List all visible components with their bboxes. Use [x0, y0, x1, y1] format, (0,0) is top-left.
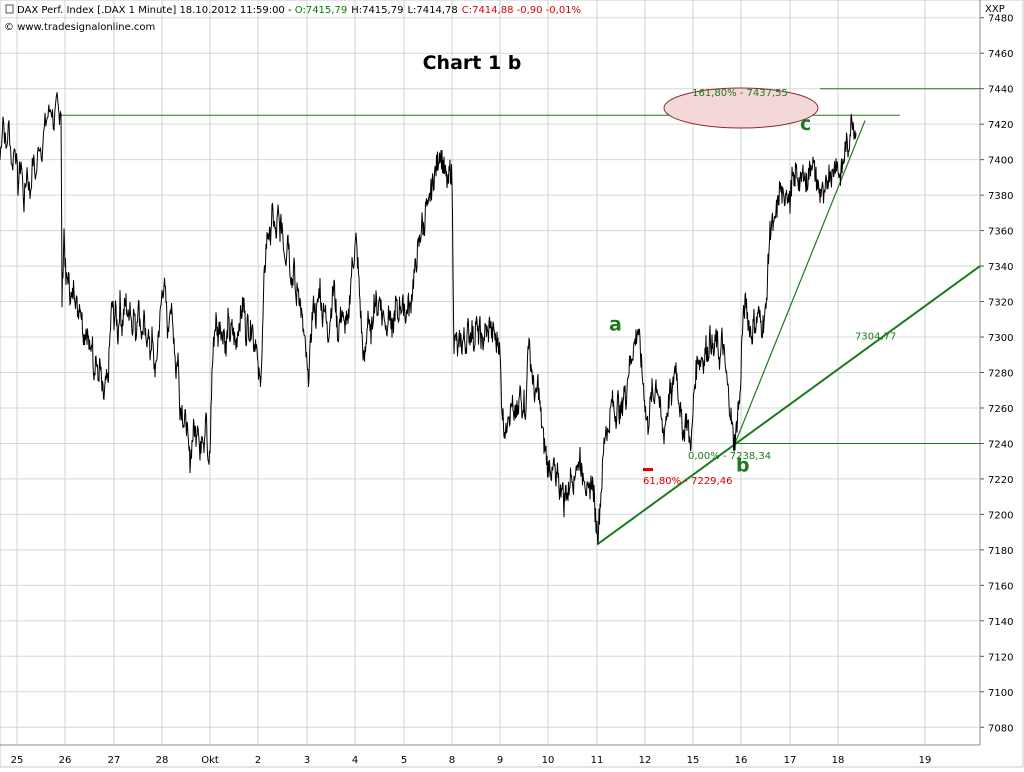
- y-tick-label: 7480: [988, 14, 1013, 25]
- header-line: DAX Perf. Index [.DAX 1 Minute] 18.10.20…: [17, 5, 581, 16]
- y-tick-label: 7340: [988, 262, 1013, 273]
- fib-ellipse-group: [663, 87, 819, 129]
- x-axis-ticks: 25 26 27 28 Okt 2 3 4 5 8 9 10 11 12 15 16 17 18 19: [11, 755, 932, 766]
- y-tick-label: 7260: [988, 404, 1013, 415]
- x-tick-label: 19: [919, 755, 932, 766]
- y-tick-label: 7220: [988, 475, 1013, 486]
- wave-label-b: b: [736, 455, 750, 477]
- y-tick-label: 7140: [988, 617, 1013, 628]
- fib-618-label: 61,80% - 7229,46: [643, 476, 732, 487]
- header-high: H:7415,79: [351, 5, 403, 16]
- y-axis-ticks: 7080 7100 7120 7140 7160 7180 7200 7220 7240 7260…: [980, 14, 1013, 734]
- trendlines: [596, 120, 981, 546]
- x-tick-label: 5: [401, 755, 407, 766]
- header-low: L:7414,78: [407, 5, 457, 16]
- x-tick-label: 12: [639, 755, 652, 766]
- y-tick-label: 7380: [988, 191, 1013, 202]
- y-tick-label: 7200: [988, 510, 1013, 521]
- x-tick-label: 15: [687, 755, 700, 766]
- price-series: [0, 92, 857, 544]
- x-tick-label: 11: [591, 755, 604, 766]
- x-tick-label: 4: [352, 755, 358, 766]
- x-tick-label: 28: [156, 755, 169, 766]
- y-tick-label: 7280: [988, 369, 1013, 380]
- trendline-value-label: 7304,77: [855, 331, 896, 342]
- wave-label-a: a: [609, 314, 622, 336]
- x-tick-label: 27: [108, 755, 121, 766]
- x-tick-label: 3: [304, 755, 310, 766]
- x-tick-label: 9: [497, 755, 503, 766]
- y-tick-label: 7460: [988, 49, 1013, 60]
- y-tick-label: 7320: [988, 298, 1013, 309]
- trendline: [596, 265, 981, 546]
- chart-title: Chart 1 b: [423, 52, 522, 74]
- y-tick-label: 7360: [988, 227, 1013, 238]
- y-tick-label: 7440: [988, 85, 1013, 96]
- corner-label: XXP: [985, 4, 1005, 15]
- chart-info-icon[interactable]: [5, 4, 14, 14]
- x-tick-label: Okt: [201, 755, 219, 766]
- copyright-line: © www.tradesignalonline.com: [4, 22, 155, 33]
- y-tick-label: 7080: [988, 723, 1013, 734]
- x-tick-label: 26: [59, 755, 72, 766]
- y-tick-label: 7300: [988, 333, 1013, 344]
- x-tick-label: 18: [832, 755, 845, 766]
- header-close: C:7414,88 -0,90 -0,01%: [462, 5, 581, 16]
- y-tick-label: 7100: [988, 688, 1013, 699]
- fib-161-label: 161,80% - 7437,55: [692, 88, 788, 99]
- grid: [0, 0, 981, 746]
- y-tick-label: 7400: [988, 156, 1013, 167]
- y-tick-label: 7180: [988, 546, 1013, 557]
- x-tick-label: 10: [542, 755, 555, 766]
- fib-618-marker: [643, 468, 653, 472]
- header-instrument: DAX Perf. Index [.DAX 1 Minute] 18.10.20…: [17, 5, 295, 16]
- header-open: O:7415,79: [295, 5, 347, 16]
- x-tick-label: 8: [449, 755, 455, 766]
- fib-161-ellipse: [663, 87, 819, 129]
- y-tick-label: 7120: [988, 652, 1013, 663]
- x-tick-label: 16: [735, 755, 748, 766]
- price-line: [0, 92, 857, 544]
- wave-label-c: c: [800, 113, 811, 135]
- x-tick-label: 17: [784, 755, 797, 766]
- source-text: www.tradesignalonline.com: [17, 22, 155, 33]
- x-tick-label: 25: [11, 755, 24, 766]
- x-tick-label: 2: [255, 755, 261, 766]
- y-tick-label: 7240: [988, 439, 1013, 450]
- y-tick-label: 7160: [988, 581, 1013, 592]
- fib-0-label: 0,00% - 7238,34: [688, 451, 771, 462]
- y-tick-label: 7420: [988, 120, 1013, 131]
- trendline: [734, 120, 866, 444]
